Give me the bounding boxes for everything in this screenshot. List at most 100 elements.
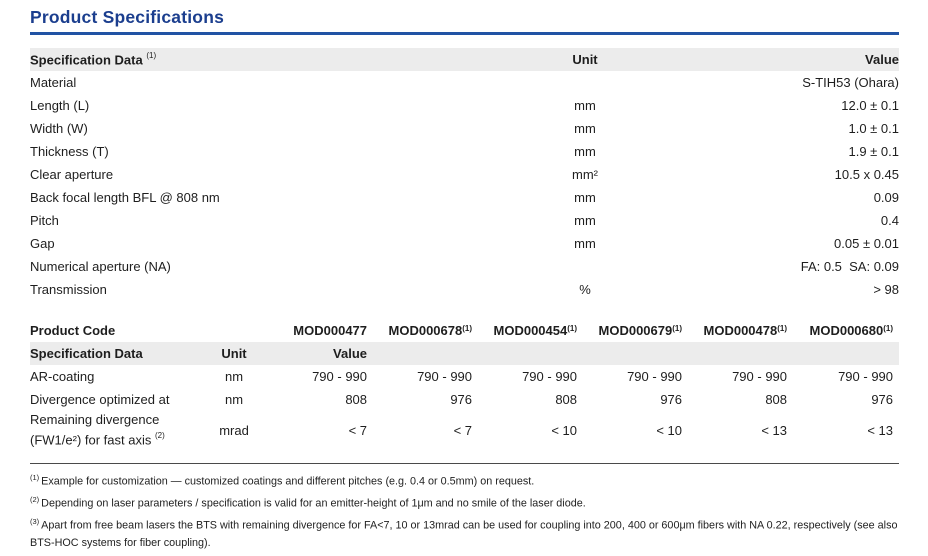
spec-row-label: Length (L) bbox=[30, 98, 90, 113]
footnotes: (1) Example for customization — customize… bbox=[30, 463, 899, 553]
product-row-label: Remaining divergence (FW1/e²) for fast a… bbox=[30, 411, 200, 449]
empty-header-cell bbox=[688, 342, 794, 365]
spec-row-value: 12.0 ± 0.1 bbox=[841, 98, 899, 113]
spec-row-label: Gap bbox=[30, 236, 55, 251]
spec-row-label: Pitch bbox=[30, 213, 59, 228]
table-row: Numerical aperture (NA) FA: 0.5 SA: 0.09 bbox=[30, 255, 899, 278]
product-table-header-spec: Specification Data bbox=[30, 342, 200, 365]
spec-row-label: Width (W) bbox=[30, 121, 88, 136]
table-row: Gap mm 0.05 ± 0.01 bbox=[30, 232, 899, 255]
spec-table-header-unit: Unit bbox=[490, 48, 680, 71]
footnote: (2) Depending on laser parameters / speci… bbox=[30, 491, 899, 513]
empty-header-cell bbox=[373, 342, 479, 365]
product-code: MOD000477 bbox=[293, 323, 368, 338]
product-code-footnote-marker: (1) bbox=[777, 324, 788, 333]
product-row-value: 976 bbox=[871, 392, 894, 407]
product-row-label-line1: Remaining divergence bbox=[30, 412, 160, 428]
spec-row-value: 0.09 bbox=[873, 190, 899, 205]
product-table-header-unit: Unit bbox=[200, 342, 269, 365]
product-table-header-value: Value bbox=[268, 342, 374, 365]
table-row: Divergence optimized at nm 808 976 808 9… bbox=[30, 388, 899, 411]
table-row: AR-coating nm 790 - 990 790 - 990 790 - … bbox=[30, 365, 899, 388]
product-row-value: < 7 bbox=[453, 422, 473, 438]
footnote-text: Example for customization — customized c… bbox=[41, 475, 535, 488]
product-code-cell: MOD000477 bbox=[268, 319, 373, 342]
product-code: MOD000679 bbox=[598, 323, 673, 338]
product-table-header-row: Specification Data Unit Value bbox=[30, 342, 900, 365]
product-row-value: < 10 bbox=[551, 422, 578, 438]
spec-row-value: 0.05 ± 0.01 bbox=[834, 236, 899, 251]
footnote-marker: (3) bbox=[30, 517, 40, 527]
product-code-footnote-marker: (1) bbox=[567, 324, 578, 333]
spec-row-unit: mm bbox=[574, 121, 596, 136]
spec-table-header-row: Specification Data (1) Unit Value bbox=[30, 48, 899, 71]
product-code-label: Product Code bbox=[30, 323, 116, 338]
table-row: Width (W) mm 1.0 ± 0.1 bbox=[30, 117, 899, 140]
table-row: Remaining divergence (FW1/e²) for fast a… bbox=[30, 411, 899, 449]
spec-row-unit: mm bbox=[574, 190, 596, 205]
title-underline bbox=[30, 32, 899, 35]
product-code-row: Product Code MOD000477 MOD000678(1) MOD0… bbox=[30, 319, 899, 342]
spec-row-label: Numerical aperture (NA) bbox=[30, 259, 171, 274]
product-code-cell: MOD000478(1) bbox=[688, 319, 793, 342]
product-row-label-line2: (FW1/e²) for fast axis (2) bbox=[30, 428, 200, 448]
spec-row-unit: mm bbox=[574, 144, 596, 159]
spec-table-header-spec: Specification Data (1) bbox=[30, 48, 490, 71]
spec-row-unit: mm bbox=[574, 213, 596, 228]
product-row-value: 790 - 990 bbox=[417, 369, 473, 384]
spec-table-header-value: Value bbox=[680, 48, 899, 71]
product-row-label: Divergence optimized at bbox=[30, 392, 170, 407]
spec-row-label: Material bbox=[30, 75, 77, 90]
product-row-value: 976 bbox=[450, 392, 473, 407]
spec-table: Specification Data (1) Unit Value Materi… bbox=[30, 48, 899, 301]
product-row-value: < 7 bbox=[348, 422, 368, 438]
table-row: Clear aperture mm² 10.5 x 0.45 bbox=[30, 163, 899, 186]
product-row-value: 976 bbox=[660, 392, 683, 407]
page-title: Product Specifications bbox=[30, 7, 225, 27]
spec-row-value: S-TIH53 (Ohara) bbox=[802, 75, 899, 90]
spec-row-value: 0.4 bbox=[880, 213, 899, 228]
product-code: MOD000454 bbox=[493, 323, 568, 338]
table-row: Thickness (T) mm 1.9 ± 0.1 bbox=[30, 140, 899, 163]
product-row-label: AR-coating bbox=[30, 369, 95, 384]
spec-header-label: Specification Data bbox=[30, 52, 143, 68]
product-code: MOD000478 bbox=[703, 323, 778, 338]
product-code-footnote-marker: (1) bbox=[672, 324, 683, 333]
product-code-cell: MOD000680(1) bbox=[793, 319, 899, 342]
spec-row-label: Transmission bbox=[30, 282, 107, 297]
product-row-unit: mrad bbox=[219, 422, 249, 438]
spec-row-value: FA: 0.5 SA: 0.09 bbox=[800, 259, 899, 274]
spec-row-unit: mm bbox=[574, 236, 596, 251]
product-row-value: 808 bbox=[345, 392, 368, 407]
product-code-cell: MOD000454(1) bbox=[478, 319, 583, 342]
product-row-value: < 13 bbox=[761, 422, 788, 438]
empty-header-cell bbox=[583, 342, 689, 365]
product-code: MOD000680 bbox=[809, 323, 884, 338]
table-row: Back focal length BFL @ 808 nm mm 0.09 bbox=[30, 186, 899, 209]
product-code-cell: MOD000679(1) bbox=[583, 319, 688, 342]
spec-row-unit bbox=[490, 71, 680, 94]
product-row-unit: nm bbox=[224, 392, 244, 407]
empty-header-cell bbox=[478, 342, 584, 365]
table-row: Material S-TIH53 (Ohara) bbox=[30, 71, 899, 94]
spec-row-unit: mm² bbox=[572, 167, 598, 182]
spec-row-value: > 98 bbox=[873, 282, 899, 297]
footnote: (3) Apart from free beam lasers the BTS w… bbox=[30, 513, 899, 553]
spec-header-footnote-marker: (1) bbox=[146, 50, 157, 60]
spec-row-unit: % bbox=[579, 282, 591, 297]
spec-row-unit: mm bbox=[574, 98, 596, 113]
spec-row-label: Thickness (T) bbox=[30, 144, 109, 159]
product-row-value: 808 bbox=[765, 392, 788, 407]
table-row: Pitch mm 0.4 bbox=[30, 209, 899, 232]
spec-row-value: 10.5 x 0.45 bbox=[834, 167, 899, 182]
spec-row-label: Clear aperture bbox=[30, 167, 114, 182]
empty-header-cell bbox=[793, 342, 900, 365]
product-code-footnote-marker: (1) bbox=[462, 324, 473, 333]
footnote-marker: (2) bbox=[30, 495, 40, 505]
product-row-value: < 13 bbox=[867, 422, 894, 438]
spec-row-unit bbox=[490, 255, 680, 278]
footnote-marker: (1) bbox=[30, 473, 40, 482]
footnote-text: Apart from free beam lasers the BTS with… bbox=[30, 519, 898, 550]
product-row-unit: nm bbox=[224, 369, 244, 384]
